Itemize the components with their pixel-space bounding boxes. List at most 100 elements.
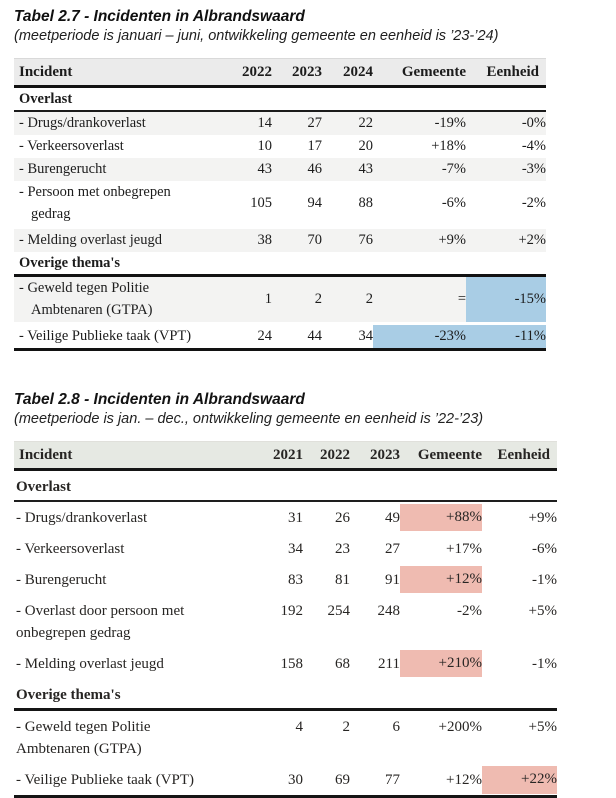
tabel-2-7-section: Tabel 2.7 - Incidenten in Albrandswaard … [14, 8, 616, 351]
value-cell: -6% [373, 181, 466, 229]
value-cell: 68 [335, 655, 350, 672]
value-cell: 88 [322, 181, 373, 229]
value-cell: 30 [254, 764, 303, 798]
table-row: - Verkeersoverlast 34 23 27 +17% -6% [14, 533, 557, 564]
table-row: - Persoon met onbegrepen gedrag 105 94 88 -6%… [14, 181, 546, 229]
section-row: Overige thema's [14, 679, 557, 711]
value-cell: 248 [377, 602, 401, 619]
value-cell: 2 [322, 275, 373, 325]
value-cell: 158 [280, 655, 304, 672]
value-cell: 20 [358, 138, 374, 154]
incident-label: - Verkeersoverlast [19, 138, 124, 154]
value-cell: 2 [342, 718, 351, 735]
value-cell: 254 [327, 602, 351, 619]
column-header-incident: Incident [14, 58, 224, 88]
value-cell: 27 [272, 111, 322, 135]
value-cell: 6 [392, 718, 401, 735]
value-cell: 77 [350, 764, 400, 798]
value-cell: 49 [385, 509, 400, 526]
value-cell: 76 [322, 227, 373, 252]
value-cell: 105 [224, 181, 272, 229]
column-header-2021: 2021 [254, 441, 303, 471]
value-cell: -15% [466, 275, 546, 325]
value-cell: 10 [257, 138, 273, 154]
incident-label: - Veilige Publieke taak (VPT) [14, 764, 254, 798]
section-header: Overlast [14, 469, 557, 502]
value-cell: -1% [532, 571, 557, 588]
incident-label: - Overlast door persoon met onbegrepen ge… [16, 602, 185, 641]
value-cell: 81 [335, 571, 350, 588]
table-row: - Drugs/drankoverlast 14 27 22 -19% -0% [14, 111, 546, 135]
value-cell: -0% [466, 111, 546, 135]
column-header-gemeente: Gemeente [373, 58, 466, 88]
incident-label: - Geweld tegen Politie Ambtenaren (GTPA) [14, 275, 224, 325]
value-cell: 1 [224, 275, 272, 325]
value-cell: 43 [224, 158, 272, 181]
value-cell: 22 [322, 111, 373, 135]
table-row: - Veilige Publieke taak (VPT) 30 69 77 +12% +… [14, 764, 557, 798]
section-header: Overige thema's [14, 679, 557, 711]
value-cell: 38 [224, 227, 272, 252]
column-header-2023: 2023 [350, 441, 400, 471]
value-cell: -1% [532, 655, 557, 672]
value-cell: +5% [528, 718, 557, 735]
value-cell: +9% [528, 509, 557, 526]
incident-label: - Geweld tegen Politie Ambtenaren (GTPA) [16, 718, 151, 757]
section-header: Overlast [14, 86, 546, 112]
value-cell: -3% [466, 158, 546, 181]
value-cell: 83 [288, 571, 303, 588]
incident-label: - Burengerucht [16, 571, 107, 588]
value-cell: -7% [373, 158, 466, 181]
value-cell: +12% [400, 564, 482, 595]
value-cell: 4 [295, 718, 304, 735]
table-row: - Burengerucht 83 81 91 +12% -1% [14, 564, 557, 595]
value-cell: +9% [373, 227, 466, 252]
table-row: - Verkeersoverlast 10 17 20 +18% -4% [14, 135, 546, 158]
incident-label: - Melding overlast jeugd [14, 227, 224, 252]
value-cell: +17% [446, 540, 482, 557]
column-header-eenheid: Eenheid [466, 58, 546, 88]
value-cell: 69 [303, 764, 350, 798]
value-cell: +210% [400, 648, 482, 679]
value-cell: -19% [373, 111, 466, 135]
column-header-2024: 2024 [322, 58, 373, 88]
table-2-8-subtitle: (meetperiode is jan. – dec., ontwikkelin… [14, 411, 484, 427]
table-header-row: Incident 2022 2023 2024 Gemeente Eenheid [14, 58, 546, 88]
value-cell: 70 [272, 227, 322, 252]
column-header-2023: 2023 [272, 58, 322, 88]
incident-label: - Burengerucht [14, 158, 224, 181]
tabel-2-8-section: Tabel 2.8 - Incidenten in Albrandswaard … [14, 391, 616, 798]
value-cell: +22% [482, 764, 557, 798]
value-cell: +18% [431, 138, 466, 154]
incident-label: - Melding overlast jeugd [16, 655, 164, 672]
incident-label: - Drugs/drankoverlast [14, 111, 224, 135]
incident-label: - Veilige Publieke taak (VPT) [14, 323, 224, 351]
value-cell: 24 [224, 323, 272, 351]
incident-label: - Drugs/drankoverlast [16, 509, 148, 526]
incident-table-2-7: Incident 2022 2023 2024 Gemeente Eenheid Overl… [14, 58, 546, 351]
section-header: Overige thema's [14, 252, 546, 277]
column-header-incident: Incident [14, 441, 254, 471]
value-cell: 26 [335, 509, 350, 526]
incident-label: - Persoon met onbegrepen gedrag [14, 181, 224, 229]
value-cell: -2% [457, 602, 482, 619]
incident-table-2-8: Incident 2021 2022 2023 Gemeente Eenheid Overl… [14, 441, 557, 798]
table-row: - Melding overlast jeugd 158 68 211 +210% -1% [14, 648, 557, 679]
table-row: - Melding overlast jeugd 38 70 76 +9% +2% [14, 227, 546, 252]
table-2-7-subtitle: (meetperiode is januari – juni, ontwikke… [14, 28, 499, 44]
value-cell: = [373, 275, 466, 325]
section-row: Overlast [14, 86, 546, 112]
section-row: Overige thema's [14, 252, 546, 277]
value-cell: 31 [288, 509, 303, 526]
value-cell: -23% [373, 323, 466, 351]
table-header-row: Incident 2021 2022 2023 Gemeente Eenheid [14, 441, 557, 471]
value-cell: 46 [272, 158, 322, 181]
value-cell: -2% [466, 181, 546, 229]
value-cell: +5% [528, 602, 557, 619]
column-header-eenheid: Eenheid [482, 441, 557, 471]
value-cell: 23 [335, 540, 350, 557]
table-row: - Geweld tegen Politie Ambtenaren (GTPA) 1… [14, 275, 546, 325]
value-cell: 43 [322, 158, 373, 181]
value-cell: +200% [438, 718, 482, 735]
